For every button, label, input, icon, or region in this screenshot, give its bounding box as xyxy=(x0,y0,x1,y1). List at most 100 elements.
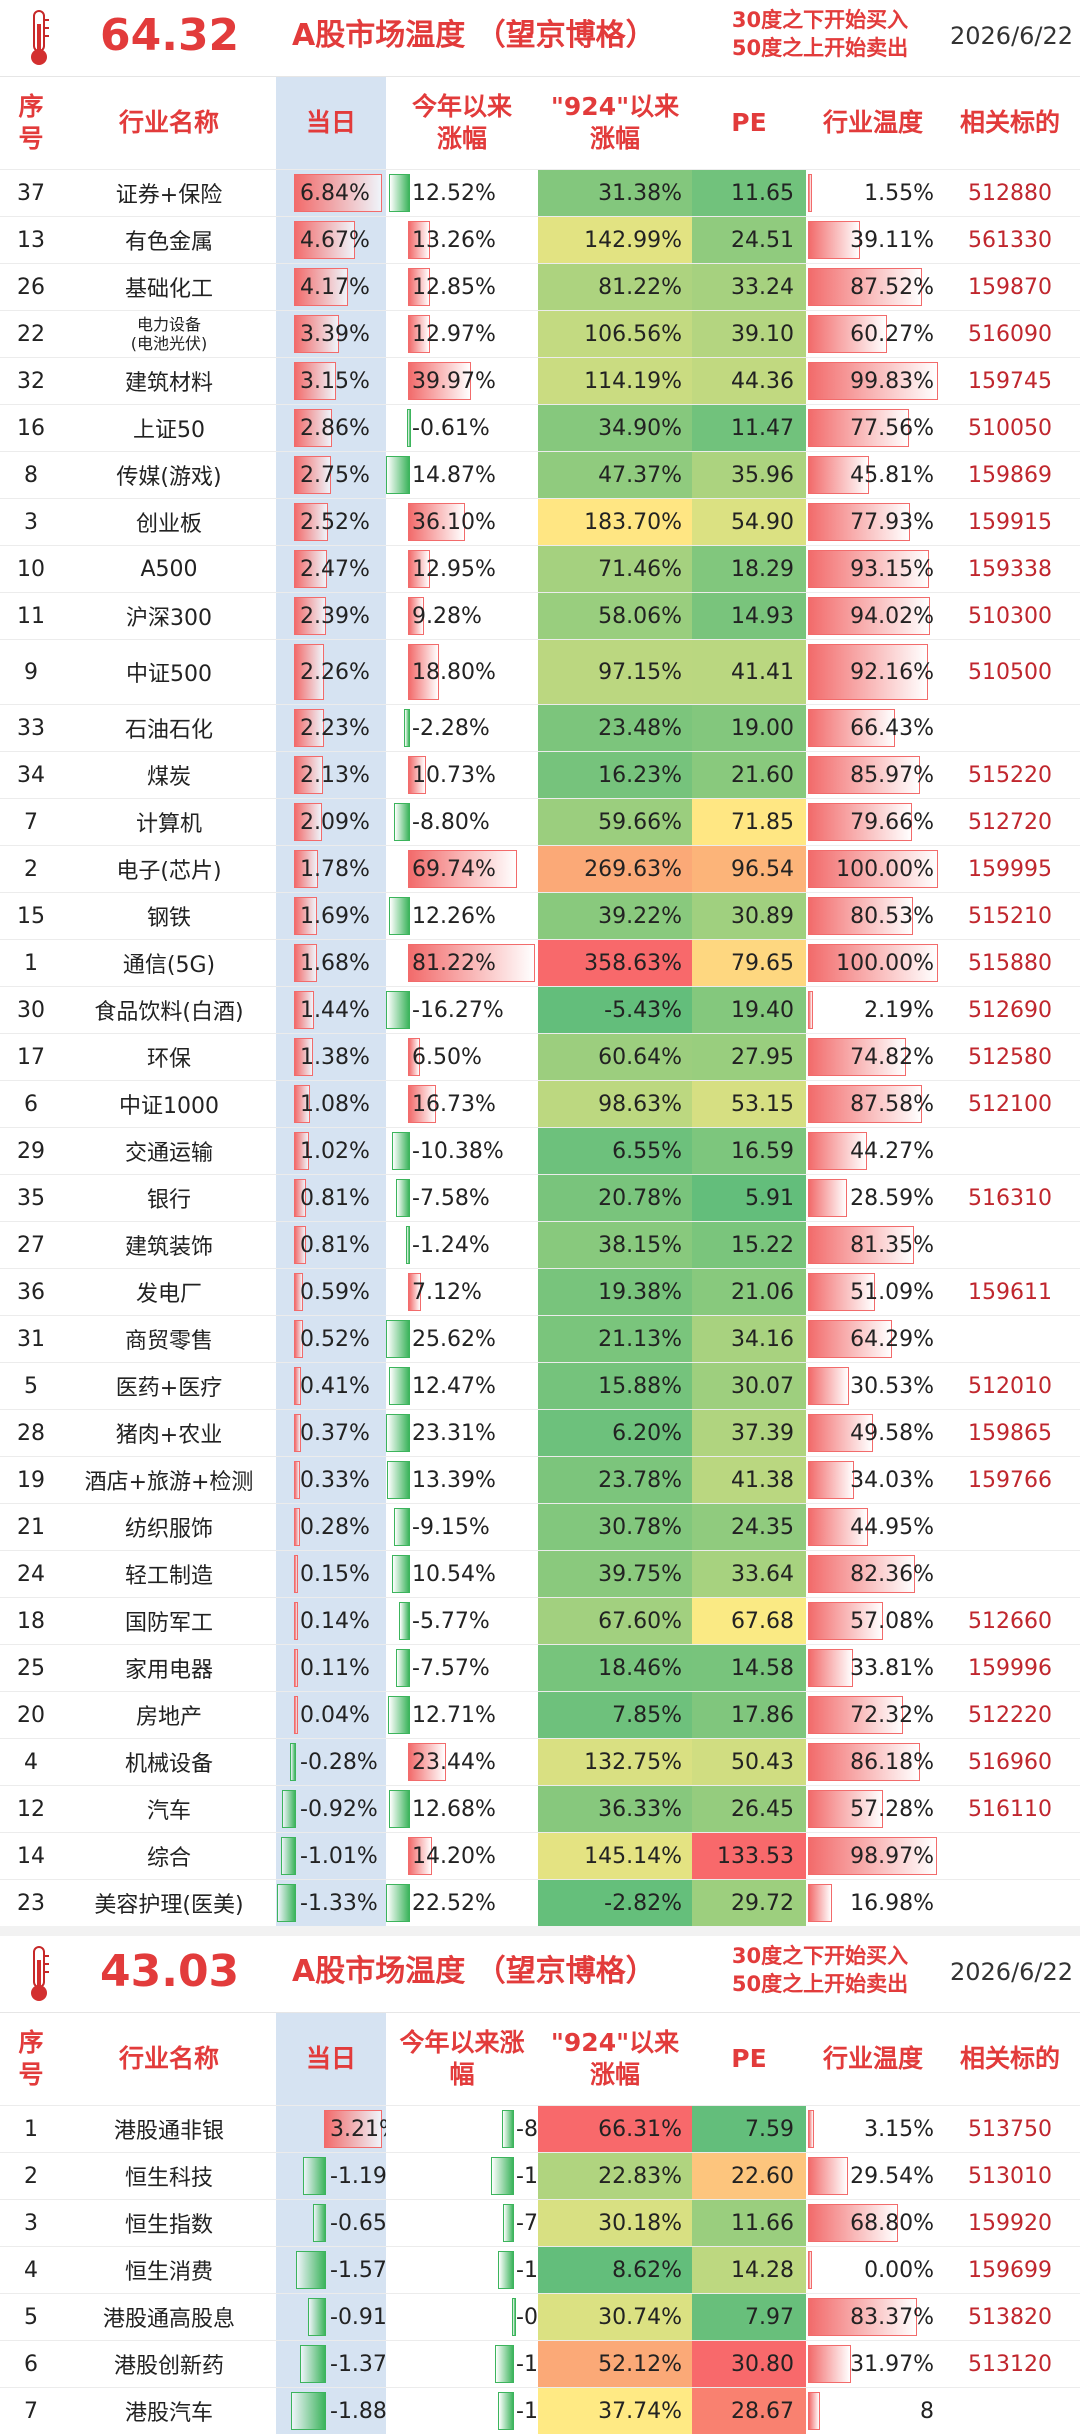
day-change: 0.14% xyxy=(300,1608,370,1634)
ytd-change: 13.39% xyxy=(412,1467,496,1493)
since-924-change: 106.56% xyxy=(584,321,682,347)
cell-day: 2.39% xyxy=(276,593,386,639)
cell-ticker: 159995 xyxy=(940,846,1080,892)
row-index: 14 xyxy=(17,1843,45,1869)
cell-pe: 26.45 xyxy=(692,1786,806,1832)
day-change: 0.81% xyxy=(300,1185,370,1211)
industry-temperature: 81.35% xyxy=(850,1232,934,1258)
table-row: 20 房地产 0.04% 12.71% 7.85% 17.86 72.32% 512220 xyxy=(0,1691,1080,1738)
cell-ticker: 516310 xyxy=(940,1175,1080,1221)
cell-ticker: 159870 xyxy=(940,264,1080,310)
cell-name: 汽车 xyxy=(62,1786,276,1832)
cell-day: 1.69% xyxy=(276,893,386,939)
cell-s924: 132.75% xyxy=(538,1739,692,1785)
row-index: 3 xyxy=(24,2210,38,2236)
value-bar xyxy=(808,2157,848,2195)
industry-temperature: 57.08% xyxy=(850,1608,934,1634)
cell-ytd: -10.38% xyxy=(386,1128,538,1174)
cell-name: 基础化工 xyxy=(62,264,276,310)
industry-name: 美容护理(医美) xyxy=(94,1893,244,1918)
industry-name: 家用电器 xyxy=(124,1658,213,1683)
column-header-ytd: 今年以来涨 幅 xyxy=(399,2028,525,2089)
cell-ticker: 515220 xyxy=(940,752,1080,798)
cell-s924: 98.63% xyxy=(538,1081,692,1127)
cell-day: 0.81% xyxy=(276,1222,386,1268)
pe-value: 15.22 xyxy=(731,1232,794,1258)
value-bar xyxy=(324,2110,383,2148)
cell-pe: 14.93 xyxy=(692,593,806,639)
cell-day: -1.88% xyxy=(276,2388,386,2434)
table-row: 31 商贸零售 0.52% 25.62% 21.13% 34.16 64.29% xyxy=(0,1315,1080,1362)
cell-pe: 34.16 xyxy=(692,1316,806,1362)
cell-idx: 14 xyxy=(0,1833,62,1879)
ytd-change: 22.52% xyxy=(412,1890,496,1916)
cell-s924: 142.99% xyxy=(538,217,692,263)
industry-name: 发电厂 xyxy=(135,1282,202,1307)
day-change: 6.84% xyxy=(300,180,370,206)
table-row: 4 机械设备 -0.28% 23.44% 132.75% 50.43 86.18% 51696… xyxy=(0,1738,1080,1785)
market-score: 64.32 xyxy=(100,10,240,61)
value-bar xyxy=(408,268,430,306)
day-change: -1.01% xyxy=(300,1843,378,1869)
day-change: -1.33% xyxy=(300,1890,378,1916)
value-bar xyxy=(294,1461,301,1499)
table-row: 15 钢铁 1.69% 12.26% 39.22% 30.89 80.53% 515210 xyxy=(0,892,1080,939)
cell-ytd: 12.52% xyxy=(386,170,538,216)
value-bar xyxy=(808,2251,812,2289)
cell-day: 2.86% xyxy=(276,405,386,451)
cell-ytd: 14.87% xyxy=(386,452,538,498)
ytd-change: -16.27% xyxy=(412,997,504,1023)
cell-day: -0.65% xyxy=(276,2200,386,2246)
since-924-change: -5.43% xyxy=(604,997,682,1023)
cell-ticker: 510050 xyxy=(940,405,1080,451)
cell-day: 0.81% xyxy=(276,1175,386,1221)
industry-name: 港股通非银 xyxy=(113,2119,224,2144)
pe-value: 67.68 xyxy=(731,1608,794,1634)
value-bar xyxy=(281,1837,296,1875)
cell-s924: 59.66% xyxy=(538,799,692,845)
industry-temperature: 80.53% xyxy=(850,903,934,929)
industry-temperature: 82.36% xyxy=(850,1561,934,1587)
cell-name: 机械设备 xyxy=(62,1739,276,1785)
cell-s924: 23.48% xyxy=(538,705,692,751)
value-bar xyxy=(282,1790,296,1828)
table-row: 19 酒店+旅游+检测 0.33% 13.39% 23.78% 41.38 34.03% 15… xyxy=(0,1456,1080,1503)
cell-name: 发电厂 xyxy=(62,1269,276,1315)
cell-s924: 6.55% xyxy=(538,1128,692,1174)
cell-ticker xyxy=(940,1880,1080,1926)
cell-temp: 2.19% xyxy=(806,987,940,1033)
value-bar xyxy=(408,362,472,400)
cell-s924: 30.18% xyxy=(538,2200,692,2246)
table-row: 24 轻工制造 0.15% 10.54% 39.75% 33.64 82.36% xyxy=(0,1550,1080,1597)
value-bar xyxy=(388,1696,410,1734)
industry-temperature: 2.19% xyxy=(864,997,934,1023)
column-header-idx: 序 号 xyxy=(18,2028,44,2089)
table-row: 23 美容护理(医美) -1.33% 22.52% -2.82% 29.72 16.98% xyxy=(0,1879,1080,1926)
day-change: 1.38% xyxy=(300,1044,370,1070)
value-bar xyxy=(294,897,318,935)
ytd-change: 81.22% xyxy=(412,950,496,976)
cell-pe: 50.43 xyxy=(692,1739,806,1785)
value-bar xyxy=(808,1649,854,1687)
day-change: 2.09% xyxy=(300,809,370,835)
cell-pe: 29.72 xyxy=(692,1880,806,1926)
day-change: 2.52% xyxy=(300,509,370,535)
cell-pe: 21.60 xyxy=(692,752,806,798)
cell-idx: 24 xyxy=(0,1551,62,1597)
value-bar xyxy=(498,2392,514,2430)
cell-temp: 85.97% xyxy=(806,752,940,798)
cell-temp: 8 xyxy=(806,2388,940,2434)
since-924-change: 30.74% xyxy=(598,2304,682,2330)
pe-value: 19.40 xyxy=(731,997,794,1023)
row-index: 7 xyxy=(24,2398,38,2424)
cell-idx: 3 xyxy=(0,2200,62,2246)
industry-name: 机械设备 xyxy=(124,1752,213,1777)
industry-name: 基础化工 xyxy=(124,277,213,302)
value-bar xyxy=(808,1367,850,1405)
value-bar xyxy=(808,1602,884,1640)
value-bar xyxy=(396,1179,410,1217)
cell-s924: 37.74% xyxy=(538,2388,692,2434)
pe-value: 96.54 xyxy=(731,856,794,882)
row-index: 15 xyxy=(17,903,45,929)
industry-temperature: 16.98% xyxy=(850,1890,934,1916)
